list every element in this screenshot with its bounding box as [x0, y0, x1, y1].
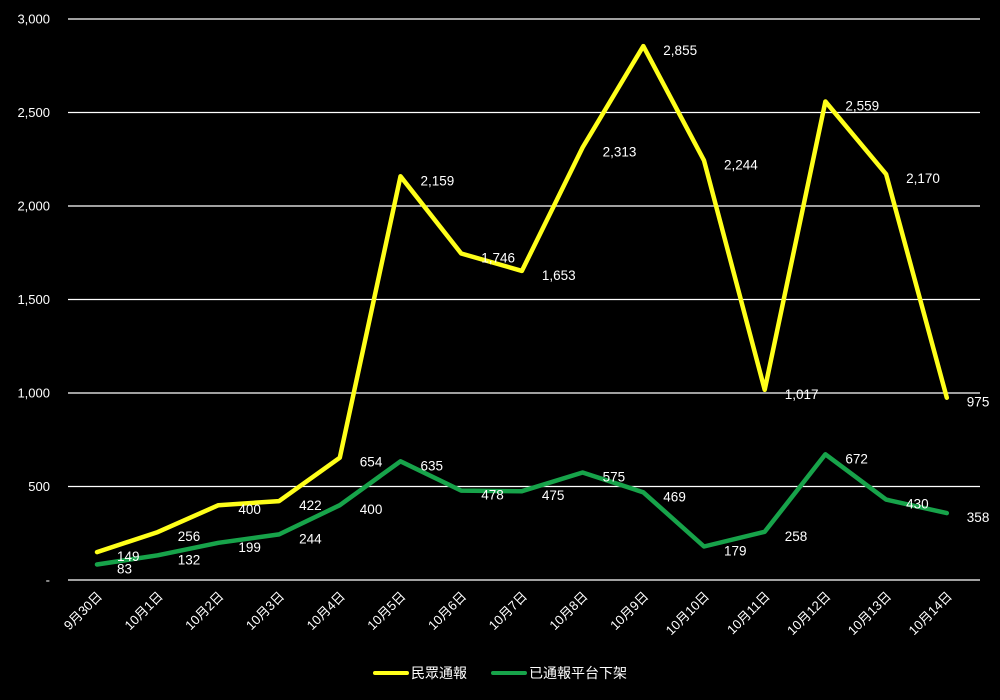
x-tick-label: 10月6日	[425, 589, 469, 633]
y-tick-label: 1,000	[17, 386, 50, 401]
legend-label: 已通報平台下架	[529, 665, 627, 681]
y-tick-label: 3,000	[17, 12, 50, 27]
data-label: 422	[299, 498, 322, 513]
y-tick-label: 2,500	[17, 105, 50, 120]
x-axis-labels: 9月30日 10月1日 10月2日 10月3日 10月4日 10月5日 10月6日 10月7日…	[61, 589, 955, 638]
x-tick-label: 10月10日	[663, 589, 712, 638]
data-label: 1,017	[785, 387, 819, 402]
series-line-platform-removed	[94, 452, 950, 567]
data-label: 654	[360, 455, 383, 470]
legend-swatch-yellow-icon	[373, 671, 409, 675]
legend: 民眾通報 已通報平台下架	[0, 663, 1000, 683]
data-label: 635	[421, 458, 444, 473]
x-tick-label: 10月7日	[486, 589, 530, 633]
data-label: 475	[542, 488, 565, 503]
series-lines	[94, 43, 950, 567]
data-label: 256	[178, 529, 201, 544]
data-label: 2,313	[603, 144, 637, 159]
data-label: 358	[967, 510, 990, 525]
data-label: 2,244	[724, 157, 758, 172]
data-label: 2,855	[663, 43, 697, 58]
legend-item-platform-removed[interactable]: 已通報平台下架	[491, 663, 627, 683]
data-label: 400	[238, 502, 261, 517]
y-tick-label: 2,000	[17, 199, 50, 214]
data-label: 430	[906, 497, 929, 512]
data-label: 575	[603, 469, 626, 484]
x-tick-label: 10月1日	[121, 589, 165, 633]
data-label: 258	[785, 529, 808, 544]
data-label: 478	[481, 488, 504, 503]
legend-item-public-reports[interactable]: 民眾通報	[373, 663, 467, 683]
data-label: 672	[845, 451, 868, 466]
data-label: 2,559	[845, 98, 879, 113]
y-tick-label: -	[46, 573, 50, 588]
y-tick-label: 1,500	[17, 292, 50, 307]
data-label: 1,746	[481, 250, 515, 265]
x-tick-label: 10月8日	[546, 589, 590, 633]
gridlines	[68, 18, 980, 581]
data-label: 244	[299, 531, 322, 546]
data-label: 199	[238, 540, 261, 555]
x-tick-label: 10月2日	[182, 589, 226, 633]
data-labels: 149 256 400 422 654 2,159 1,746 1,653 2,313 2,855…	[117, 43, 989, 576]
y-axis-labels: - 500 1,000 1,500 2,000 2,500 3,000	[17, 12, 50, 588]
data-label: 469	[663, 489, 686, 504]
data-label: 83	[117, 561, 132, 576]
data-label: 132	[178, 552, 201, 567]
x-tick-label: 10月4日	[304, 589, 348, 633]
x-tick-label: 10月9日	[607, 589, 651, 633]
x-tick-label: 10月14日	[905, 589, 954, 638]
legend-swatch-green-icon	[491, 671, 527, 675]
x-tick-label: 9月30日	[61, 589, 105, 633]
x-tick-label: 10月3日	[243, 589, 287, 633]
data-label: 2,159	[421, 173, 455, 188]
x-tick-label: 10月11日	[724, 589, 773, 638]
data-label: 975	[967, 395, 990, 410]
legend-label: 民眾通報	[411, 665, 467, 681]
data-label: 149	[117, 549, 140, 564]
series-line-public-reports	[94, 43, 950, 555]
data-label: 400	[360, 502, 383, 517]
data-label: 1,653	[542, 268, 576, 283]
x-tick-label: 10月12日	[784, 589, 833, 638]
x-tick-label: 10月13日	[845, 589, 894, 638]
data-label: 179	[724, 544, 747, 559]
y-tick-label: 500	[28, 479, 50, 494]
x-tick-label: 10月5日	[364, 589, 408, 633]
data-label: 2,170	[906, 171, 940, 186]
